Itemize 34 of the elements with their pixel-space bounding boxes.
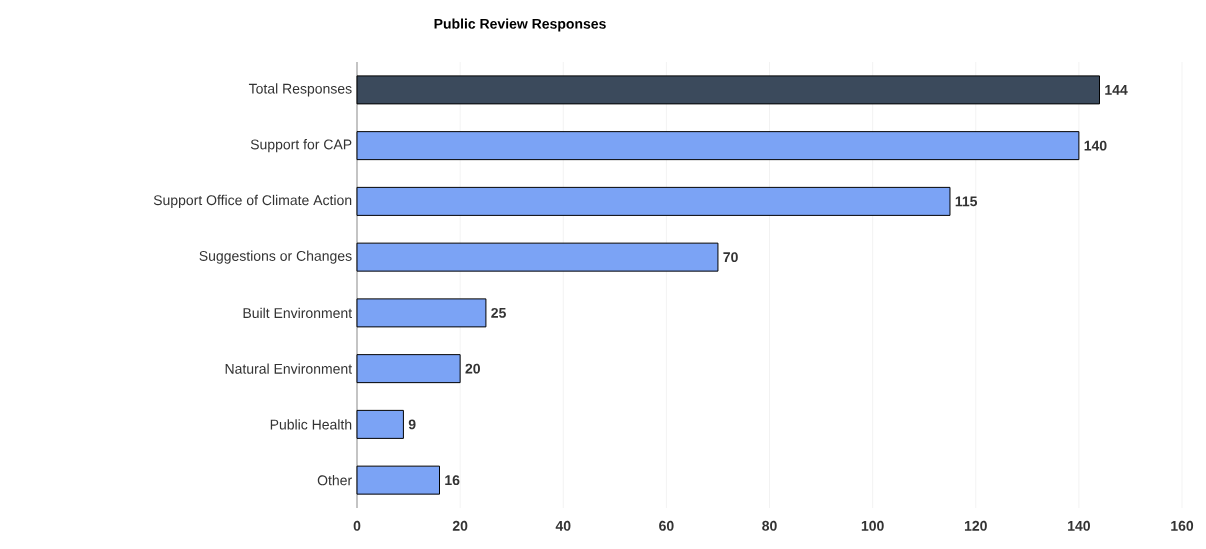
bar [356, 131, 1080, 161]
bar [356, 75, 1101, 105]
bar [356, 186, 951, 216]
x-tick-label: 80 [762, 520, 777, 531]
y-tick-label: Support for CAP [250, 139, 352, 153]
x-tick-label: 160 [1171, 520, 1194, 531]
data-label: 70 [723, 252, 738, 263]
data-label: 9 [408, 419, 416, 430]
data-label: 115 [955, 196, 978, 207]
x-tick-label: 120 [964, 520, 987, 531]
data-label: 25 [491, 307, 506, 318]
x-tick-label: 140 [1068, 520, 1090, 531]
y-tick-label: Suggestions or Changes [199, 250, 352, 264]
data-label: 20 [465, 363, 480, 374]
bar [356, 298, 487, 328]
data-label: 140 [1084, 140, 1107, 151]
bar [356, 354, 461, 384]
x-tick-label: 100 [861, 520, 884, 531]
y-tick-label: Other [317, 474, 352, 486]
x-tick-label: 40 [555, 520, 571, 531]
x-tick-label: 0 [353, 520, 361, 531]
y-tick-label: Built Environment [243, 307, 352, 319]
data-label: 144 [1105, 85, 1128, 95]
data-label: 16 [445, 475, 460, 486]
chart-title: Public Review Responses [434, 18, 606, 32]
bar [356, 465, 440, 495]
y-tick-label: Total Responses [248, 83, 352, 97]
y-tick-label: Natural Environment [225, 363, 352, 374]
bar [356, 409, 404, 439]
x-tick-label: 20 [452, 520, 468, 531]
y-tick-label: Support Office of Climate Action [153, 194, 352, 208]
y-tick-label: Public Health [270, 419, 352, 430]
x-tick-label: 60 [659, 520, 674, 531]
bar [356, 242, 719, 272]
